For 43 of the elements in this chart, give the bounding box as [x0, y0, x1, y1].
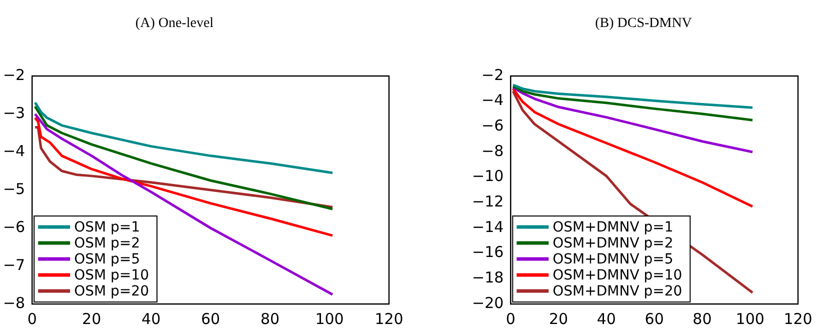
y-tick-label: −8 — [482, 142, 504, 160]
y-tick-label: −20 — [472, 294, 504, 312]
y-tick-label: −7 — [2, 256, 26, 274]
y-tick-label: −16 — [472, 243, 504, 262]
y-tick-label: −18 — [472, 268, 504, 287]
x-tick-label: 80 — [692, 310, 712, 328]
legend-label: OSM p=20 — [74, 284, 149, 300]
y-tick-label: −4 — [2, 142, 26, 160]
x-tick-label: 40 — [142, 310, 161, 328]
x-tick-label: 60 — [201, 310, 220, 328]
legend-label: OSM p=1 — [74, 220, 140, 236]
x-tick-label: 120 — [374, 310, 404, 328]
x-tick-label: 60 — [644, 310, 664, 328]
x-tick-label: 100 — [736, 310, 764, 328]
y-tick-label: −3 — [2, 104, 26, 122]
x-tick-label: 0 — [27, 310, 37, 328]
legend-label: OSM+DMNV p=10 — [552, 268, 682, 284]
legend-label: OSM+DMNV p=2 — [552, 236, 674, 252]
y-tick-label: −2 — [2, 66, 26, 84]
y-tick-label: −4 — [482, 91, 504, 110]
legend-label: OSM p=10 — [74, 268, 149, 284]
x-tick-label: 80 — [260, 310, 280, 328]
legend-label: OSM+DMNV p=1 — [552, 220, 674, 236]
x-tick-label: 100 — [315, 310, 344, 328]
legend-label: OSM+DMNV p=20 — [552, 284, 682, 300]
x-tick-label: 20 — [549, 310, 568, 328]
y-tick-label: −2 — [482, 66, 504, 84]
legend-label: OSM+DMNV p=5 — [552, 252, 674, 268]
y-tick-label: −6 — [482, 116, 504, 135]
y-tick-label: −8 — [2, 294, 26, 312]
y-tick-label: −5 — [2, 180, 26, 198]
x-tick-label: 120 — [784, 310, 812, 328]
x-tick-label: 40 — [596, 310, 616, 328]
y-tick-label: −14 — [472, 218, 504, 236]
legend-label: OSM p=5 — [74, 252, 140, 268]
x-tick-label: 20 — [82, 310, 102, 328]
y-tick-label: −10 — [472, 167, 504, 186]
chart-title: (B) DCS-DMNV — [594, 16, 693, 32]
y-tick-label: −12 — [472, 192, 504, 211]
y-tick-label: −6 — [2, 218, 26, 236]
x-tick-label: 0 — [506, 310, 516, 328]
chart-title: (A) One-level — [134, 16, 215, 32]
legend-label: OSM p=2 — [74, 236, 140, 252]
